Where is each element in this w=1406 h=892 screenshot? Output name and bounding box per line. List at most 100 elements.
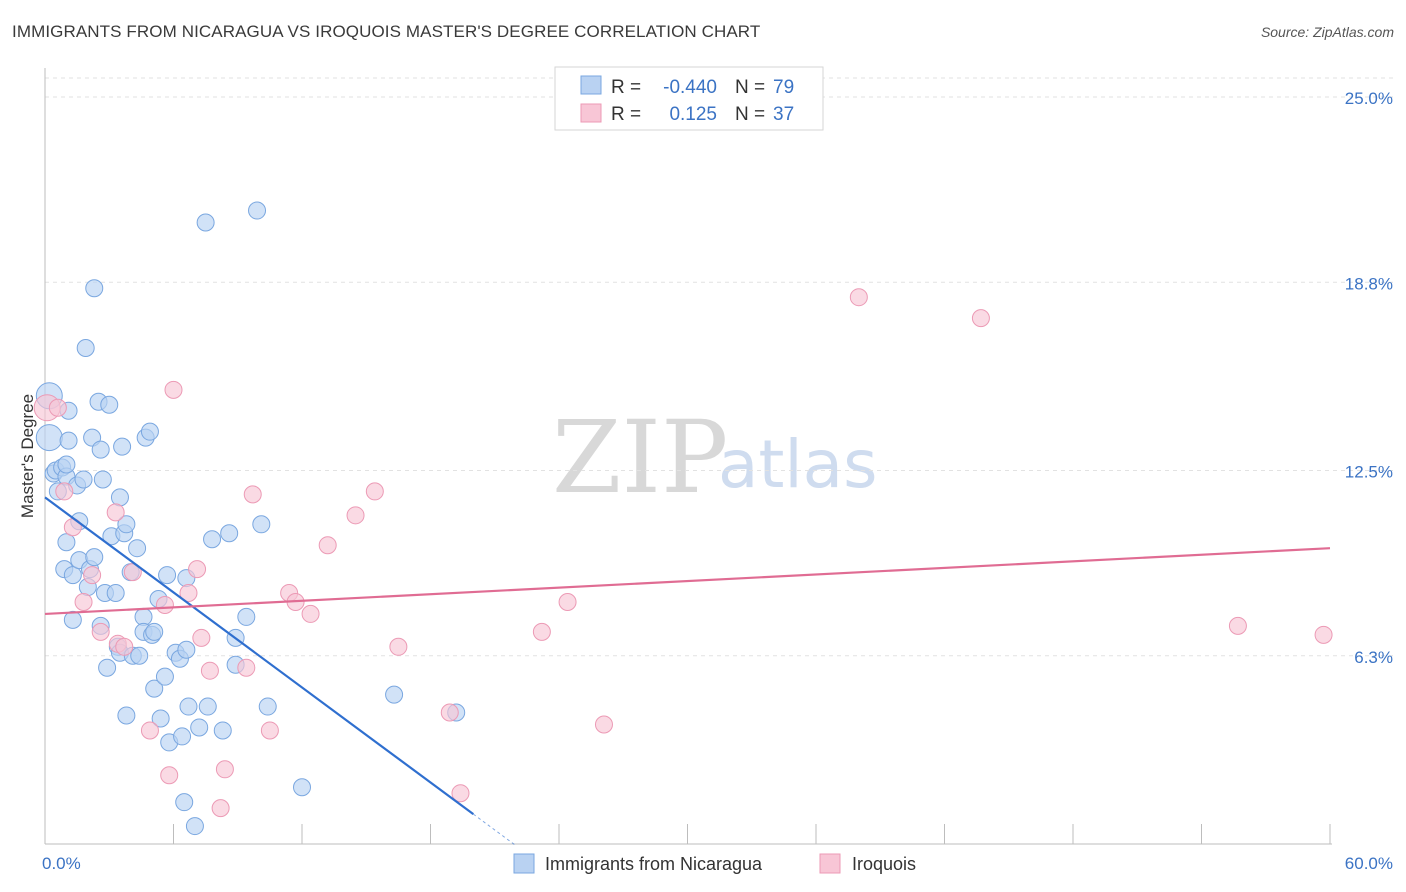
data-point-blue bbox=[57, 455, 76, 474]
x-tick-labels: 0.0% 60.0% bbox=[42, 854, 1393, 873]
y-axis-label: Master's Degree bbox=[18, 394, 37, 518]
data-point-pink bbox=[106, 503, 125, 522]
data-point-blue bbox=[57, 533, 76, 552]
trend-line-pink bbox=[44, 547, 1331, 616]
data-point-pink bbox=[140, 721, 159, 740]
data-point-blue bbox=[151, 709, 170, 728]
data-point-blue bbox=[117, 515, 136, 534]
watermark-atlas: atlas bbox=[718, 426, 878, 503]
axes bbox=[44, 68, 1332, 845]
trend-lines bbox=[44, 496, 1331, 847]
data-point-blue bbox=[113, 437, 132, 456]
data-point-blue bbox=[185, 817, 204, 836]
legend-swatch-blue bbox=[580, 75, 602, 95]
grid-lines bbox=[45, 77, 1395, 657]
data-point-blue bbox=[85, 279, 104, 298]
data-point-pink bbox=[318, 536, 337, 555]
data-point-blue bbox=[385, 685, 404, 704]
y-tick-label: 6.3% bbox=[1354, 648, 1393, 667]
data-point-pink bbox=[164, 380, 183, 399]
legend-n-label: N = bbox=[735, 104, 765, 125]
data-point-blue bbox=[98, 658, 117, 677]
bottom-legend-swatch-pink bbox=[819, 853, 841, 874]
data-point-blue bbox=[196, 213, 215, 232]
data-point-blue bbox=[145, 622, 164, 641]
data-point-pink bbox=[48, 398, 67, 417]
data-point-blue bbox=[100, 395, 119, 414]
data-point-blue bbox=[258, 697, 277, 716]
data-point-pink bbox=[215, 760, 234, 779]
bottom-legend-label-nicaragua: Immigrants from Nicaragua bbox=[545, 854, 763, 874]
y-tick-label: 25.0% bbox=[1345, 89, 1393, 108]
source-credit: Source: ZipAtlas.com bbox=[1260, 24, 1394, 40]
data-point-pink bbox=[237, 658, 256, 677]
data-point-pink bbox=[389, 637, 408, 656]
bottom-legend: Immigrants from Nicaragua Iroquois bbox=[513, 853, 916, 874]
watermark-zip: ZIP bbox=[552, 399, 728, 516]
data-point-blue bbox=[110, 488, 129, 507]
data-point-pink bbox=[160, 766, 179, 785]
data-point-blue bbox=[93, 470, 112, 489]
data-point-pink bbox=[155, 595, 174, 614]
data-point-blue bbox=[198, 697, 217, 716]
data-point-blue bbox=[158, 566, 177, 585]
data-point-blue bbox=[85, 548, 104, 567]
data-point-pink bbox=[211, 799, 230, 818]
data-point-pink bbox=[83, 566, 102, 585]
data-point-pink bbox=[74, 592, 93, 611]
data-point-pink bbox=[440, 703, 459, 722]
legend-r-label: R = bbox=[611, 104, 641, 125]
data-point-pink bbox=[594, 715, 613, 734]
data-point-pink bbox=[365, 482, 384, 501]
legend-r-value: 0.125 bbox=[669, 104, 717, 125]
data-point-pink bbox=[179, 584, 198, 603]
data-point-pink bbox=[532, 622, 551, 641]
data-point-blue bbox=[213, 721, 232, 740]
data-point-blue bbox=[173, 727, 192, 746]
legend-n-value: 79 bbox=[773, 77, 794, 98]
data-point-pink bbox=[188, 560, 207, 579]
data-point-blue bbox=[128, 539, 147, 558]
data-point-pink bbox=[301, 604, 320, 623]
data-point-blue bbox=[177, 640, 196, 659]
data-point-pink bbox=[971, 309, 990, 328]
legend-box: R = -0.440 N = 79 R = 0.125 N = 37 bbox=[554, 66, 824, 131]
data-point-blue bbox=[203, 530, 222, 549]
data-point-pink bbox=[115, 637, 134, 656]
series-nicaragua-points bbox=[35, 201, 466, 836]
data-point-blue bbox=[293, 778, 311, 797]
x-tick-label: 0.0% bbox=[42, 854, 81, 873]
data-point-blue bbox=[175, 793, 194, 812]
y-tick-label: 18.8% bbox=[1345, 274, 1393, 293]
data-point-pink bbox=[346, 506, 365, 525]
data-point-blue bbox=[117, 706, 136, 725]
legend-swatch-pink bbox=[580, 103, 602, 123]
bottom-legend-swatch-blue bbox=[513, 853, 535, 874]
data-point-blue bbox=[190, 718, 209, 737]
legend-r-value: -0.440 bbox=[663, 77, 717, 98]
data-point-pink bbox=[260, 721, 279, 740]
data-point-blue bbox=[74, 470, 93, 489]
data-point-blue bbox=[145, 679, 164, 698]
trend-extension-blue bbox=[473, 813, 517, 847]
data-point-blue bbox=[59, 431, 78, 450]
data-point-pink bbox=[91, 622, 110, 641]
data-point-blue bbox=[63, 566, 82, 585]
data-point-pink bbox=[55, 482, 74, 501]
data-point-pink bbox=[451, 784, 470, 803]
data-point-blue bbox=[63, 610, 82, 629]
data-point-blue bbox=[91, 440, 110, 459]
watermark: ZIP atlas bbox=[552, 399, 878, 516]
data-point-pink bbox=[243, 485, 262, 504]
data-point-pink bbox=[849, 288, 868, 307]
data-point-blue bbox=[179, 697, 198, 716]
x-tick-label: 60.0% bbox=[1345, 854, 1393, 873]
data-point-pink bbox=[1314, 625, 1333, 644]
data-point-blue bbox=[76, 338, 95, 357]
data-point-pink bbox=[558, 592, 577, 611]
data-point-blue bbox=[35, 424, 63, 452]
data-point-pink bbox=[1228, 616, 1247, 635]
data-point-blue bbox=[140, 422, 159, 441]
legend-n-value: 37 bbox=[773, 104, 794, 125]
